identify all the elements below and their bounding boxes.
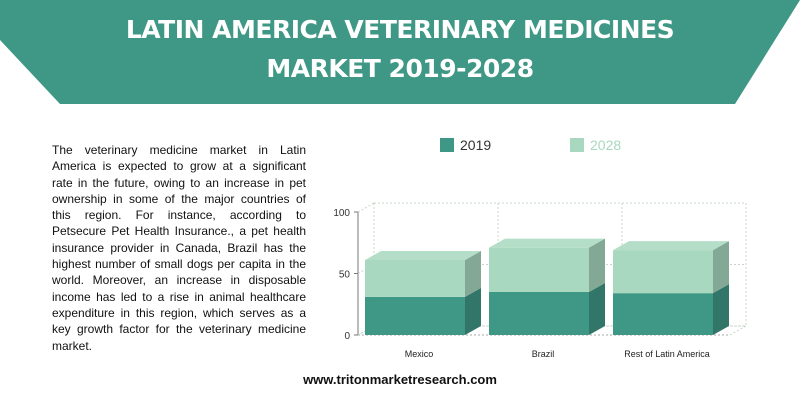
bar-side-2028 (465, 250, 481, 297)
title-line-2: MARKET 2019-2028 (266, 54, 534, 83)
bar-side-2028 (713, 241, 729, 294)
page-title: LATIN AMERICA VETERINARY MEDICINES MARKE… (0, 10, 800, 88)
bar-segment-2028 (489, 247, 589, 292)
website-url: www.tritonmarketresearch.com (303, 372, 497, 387)
x-tick-label: Mexico (405, 349, 434, 359)
bar-side-2019 (589, 282, 605, 335)
legend-swatch-2028 (570, 138, 584, 152)
y-tick-label: 100 (333, 208, 350, 219)
bar-segment-2028 (613, 250, 713, 294)
bar-side-2019 (713, 284, 729, 335)
bar-top (489, 238, 605, 248)
bar-segment-2028 (365, 259, 465, 297)
gridline (357, 202, 375, 213)
x-tick-label: Brazil (532, 349, 555, 359)
y-tick-label: 0 (344, 331, 350, 342)
legend-swatch-2019 (440, 138, 454, 152)
header-banner (0, 0, 800, 104)
bar-segment-2019 (613, 293, 713, 335)
y-tick-label: 50 (339, 270, 351, 281)
bar-chart: 0 50 100 Mexico Brazil Rest of Latin America 2… (333, 137, 748, 359)
bar-segment-2019 (489, 291, 589, 335)
description-paragraph: The veterinary medicine market in Latin … (52, 143, 306, 353)
banner-shape (0, 0, 800, 104)
title-line-1: LATIN AMERICA VETERINARY MEDICINES (125, 15, 675, 44)
bar-side-2019 (465, 287, 481, 335)
bar-side-2028 (589, 238, 605, 292)
legend-label-2028: 2028 (590, 137, 621, 153)
legend-label-2019: 2019 (460, 137, 491, 153)
bar-top (613, 241, 729, 251)
bar-top (365, 250, 481, 260)
x-tick-label: Rest of Latin America (624, 349, 710, 359)
bar-segment-2019 (365, 296, 465, 335)
